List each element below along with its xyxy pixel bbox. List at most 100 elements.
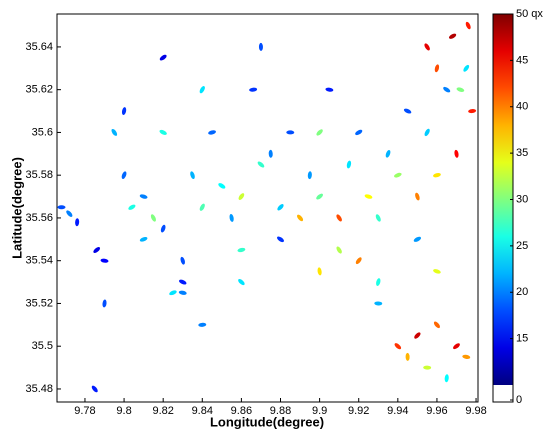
- data-patch: [403, 108, 412, 114]
- data-patch: [229, 213, 234, 222]
- colorbar-tick-label: 15: [516, 333, 528, 345]
- data-patch: [257, 161, 265, 168]
- data-patch: [199, 203, 205, 211]
- data-patch: [238, 193, 245, 201]
- y-tick-label: 35.6: [32, 126, 53, 138]
- colorbar-tick-label: 35: [516, 147, 528, 159]
- data-patch: [414, 332, 421, 339]
- x-tick-label: 9.9: [312, 405, 327, 417]
- data-patch: [57, 205, 66, 210]
- data-patch: [102, 299, 107, 308]
- data-patch: [296, 214, 304, 222]
- data-patch: [325, 87, 334, 92]
- data-patch: [160, 224, 166, 233]
- data-patch: [218, 183, 226, 189]
- colorbar-frame: [492, 13, 514, 403]
- data-patch: [317, 267, 322, 276]
- data-patch: [468, 109, 477, 114]
- y-tick-label: 35.48: [25, 383, 53, 395]
- colorbar-tick-label: 50 qx: [516, 8, 543, 20]
- y-axis-label: Latitude(degree): [9, 157, 24, 259]
- x-axis-label: Longitude(degree): [210, 414, 324, 429]
- data-patch: [433, 321, 440, 329]
- data-patch: [277, 204, 284, 211]
- data-patch: [376, 278, 381, 286]
- data-patch: [180, 256, 185, 265]
- x-tick-label: 9.78: [74, 405, 95, 417]
- data-patch: [237, 247, 246, 253]
- plot-area: [56, 13, 479, 403]
- data-patch: [462, 354, 471, 359]
- data-patch: [355, 129, 363, 136]
- x-tick-label: 9.82: [152, 405, 173, 417]
- data-patch: [375, 214, 381, 222]
- data-patch: [139, 236, 148, 242]
- x-tick-label: 9.84: [192, 405, 213, 417]
- data-patch: [238, 279, 245, 286]
- data-patch: [307, 171, 312, 180]
- y-tick-label: 35.62: [25, 84, 53, 96]
- data-patch: [433, 269, 441, 274]
- colorbar-tick-label: 30: [516, 193, 528, 205]
- x-tick-label: 9.8: [116, 405, 131, 417]
- data-patch: [454, 149, 459, 158]
- colorbar-tick-label: 40: [516, 101, 528, 113]
- data-patch: [159, 54, 167, 61]
- y-tick-label: 35.58: [25, 169, 53, 181]
- data-patch: [277, 236, 285, 243]
- data-patch: [249, 87, 258, 92]
- data-patch: [453, 343, 460, 350]
- data-patch: [413, 236, 422, 242]
- data-patch: [316, 193, 323, 200]
- data-patch: [424, 43, 430, 51]
- x-tick-label: 9.96: [426, 405, 447, 417]
- data-patch: [169, 290, 177, 296]
- data-patch: [444, 374, 449, 383]
- data-patch: [405, 352, 410, 361]
- colorbar-tick-label: 0: [516, 394, 522, 406]
- data-patch: [198, 322, 207, 327]
- data-patch: [385, 150, 391, 158]
- data-patch: [433, 173, 441, 178]
- data-patch: [286, 130, 295, 135]
- x-tick-label: 9.88: [270, 405, 291, 417]
- data-patch: [121, 107, 127, 115]
- data-patch: [355, 257, 362, 265]
- data-patch: [374, 301, 383, 306]
- data-patch: [159, 129, 167, 135]
- data-patch: [139, 194, 148, 199]
- data-patch: [443, 86, 451, 93]
- x-tick-label: 9.98: [465, 405, 486, 417]
- colorbar-tick-label: 25: [516, 240, 528, 252]
- data-patch: [336, 214, 342, 222]
- data-patch: [423, 365, 432, 370]
- x-tick-label: 9.94: [387, 405, 408, 417]
- data-patch: [121, 171, 127, 179]
- data-patch: [91, 385, 98, 393]
- data-patch: [208, 130, 216, 135]
- data-patch: [394, 343, 402, 350]
- data-patch: [456, 87, 465, 92]
- data-patch: [448, 33, 457, 39]
- x-tick-label: 9.86: [231, 405, 252, 417]
- data-patch: [258, 42, 263, 51]
- data-patch: [394, 172, 402, 178]
- data-patch: [364, 194, 373, 199]
- y-tick-label: 35.56: [25, 212, 53, 224]
- data-patch: [346, 160, 352, 169]
- data-patch: [316, 129, 323, 136]
- data-patch: [66, 210, 73, 217]
- data-patch: [465, 21, 471, 30]
- x-tick-label: 9.92: [348, 405, 369, 417]
- data-patch: [336, 246, 342, 254]
- data-patch: [424, 128, 430, 137]
- colorbar: [493, 14, 513, 385]
- data-patch: [463, 64, 470, 72]
- y-tick-label: 35.52: [25, 297, 53, 309]
- data-patch: [111, 128, 118, 136]
- data-patch: [100, 258, 109, 263]
- colorbar-tick-label: 45: [516, 54, 528, 66]
- y-tick-label: 35.54: [25, 255, 53, 267]
- data-patch: [190, 171, 195, 180]
